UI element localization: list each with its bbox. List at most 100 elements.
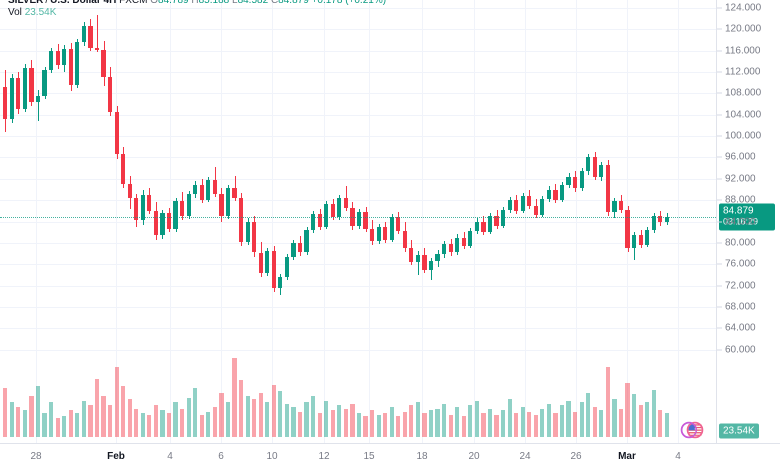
volume-bar [363,416,368,437]
price-tick-label: 60.000 [725,344,756,356]
volume-bar [638,405,643,437]
candle-body [658,216,663,222]
volume-bar [62,416,67,437]
gridline-horizontal [0,328,716,330]
candle-body [435,253,440,262]
candle-body [62,48,67,65]
candle-body [121,154,126,185]
volume-bar [311,395,316,437]
volume-bar [258,392,263,437]
time-axis[interactable]: 28 Feb 4 6 10 12 15 18 20 24 26 Mar 4 [0,443,780,470]
price-tick-label: 112.000 [725,66,761,78]
volume-bar [127,399,132,437]
candle-body [363,211,368,229]
gridline-horizontal [0,285,716,287]
time-tick-label: 24 [519,451,531,462]
volume-bar [651,389,656,437]
candle-body [402,231,407,249]
gridline-horizontal [0,242,716,244]
candle-body [81,26,86,43]
candle-body [173,201,178,229]
volume-bar [664,413,669,437]
candle-body [206,179,211,201]
volume-bar [422,413,427,437]
candle-body [409,248,414,263]
gridline-vertical [369,0,370,443]
candle-body [134,198,139,221]
volume-bar [383,413,388,437]
candle-body [664,216,669,222]
candle-body [297,242,303,253]
candle-body [356,211,362,226]
volume-bar [107,405,113,437]
volume-bar [481,413,486,437]
price-tick-label: 64.000 [725,322,756,334]
volume-bar [186,397,191,437]
volume-bar [324,400,329,437]
volume-bar [592,406,597,437]
price-tick-dash [717,114,722,116]
volume-bar [605,367,610,437]
candle-body [625,209,630,249]
volume-bar [566,400,571,437]
price-tick-dash [717,242,722,244]
price-axis[interactable]: 84.879 03:16:29 23.54K 124.000 120.000 116… [716,0,780,443]
candle-body [94,47,100,50]
candle-body [16,78,21,110]
volume-bar [559,405,565,437]
price-tick-label: 80.000 [725,237,756,249]
volume-bar [402,411,407,437]
gridline-horizontal [0,349,716,351]
volume-bar [9,402,14,437]
candle-body [605,164,610,212]
candle-body [304,230,309,253]
candle-body [75,42,80,85]
candle-body [186,193,191,217]
volume-bar [376,414,381,437]
candle-body [160,213,165,236]
candle-body [127,184,132,199]
volume-bar [94,378,100,437]
volume-bar [658,410,663,437]
candle-body [579,171,584,189]
price-tick-dash [717,285,722,287]
candle-body [225,188,231,217]
volume-bar [271,384,276,437]
volume-bar [55,418,60,437]
volume-bar [468,405,473,437]
volume-bar [350,403,355,437]
candle-body [514,200,519,211]
price-tick-dash [717,221,722,223]
candle-body [350,207,355,226]
volume-bar [16,406,21,437]
gridline-horizontal [0,8,716,9]
gridline-horizontal [0,29,716,31]
price-tick-dash [717,199,722,201]
candle-body [448,243,453,253]
price-tick-label: 84.000 [725,216,756,228]
volume-bar [75,413,80,437]
volume-bar [455,406,460,437]
candle-body [245,221,250,242]
volume-bar [389,406,394,437]
price-tick-label: 96.000 [725,151,756,163]
candle-body [271,251,276,288]
volume-bar [238,380,244,437]
candle-body [153,210,158,236]
price-tick-label: 100.000 [725,130,762,142]
price-tick-dash [717,28,722,30]
price-tick-dash [717,135,722,137]
volume-bar [631,394,637,437]
time-tick-label: 6 [218,451,224,462]
current-price-badge: 84.879 03:16:29 [719,203,775,231]
candle-body [638,235,643,245]
volume-bar [573,411,578,437]
chart-plot-area[interactable] [0,0,716,443]
candle-body [337,198,342,218]
gridline-vertical [272,0,273,443]
candle-body [55,50,60,65]
candle-body [586,157,591,172]
candle-body [291,242,296,257]
price-tick-label: 124.000 [725,2,762,14]
